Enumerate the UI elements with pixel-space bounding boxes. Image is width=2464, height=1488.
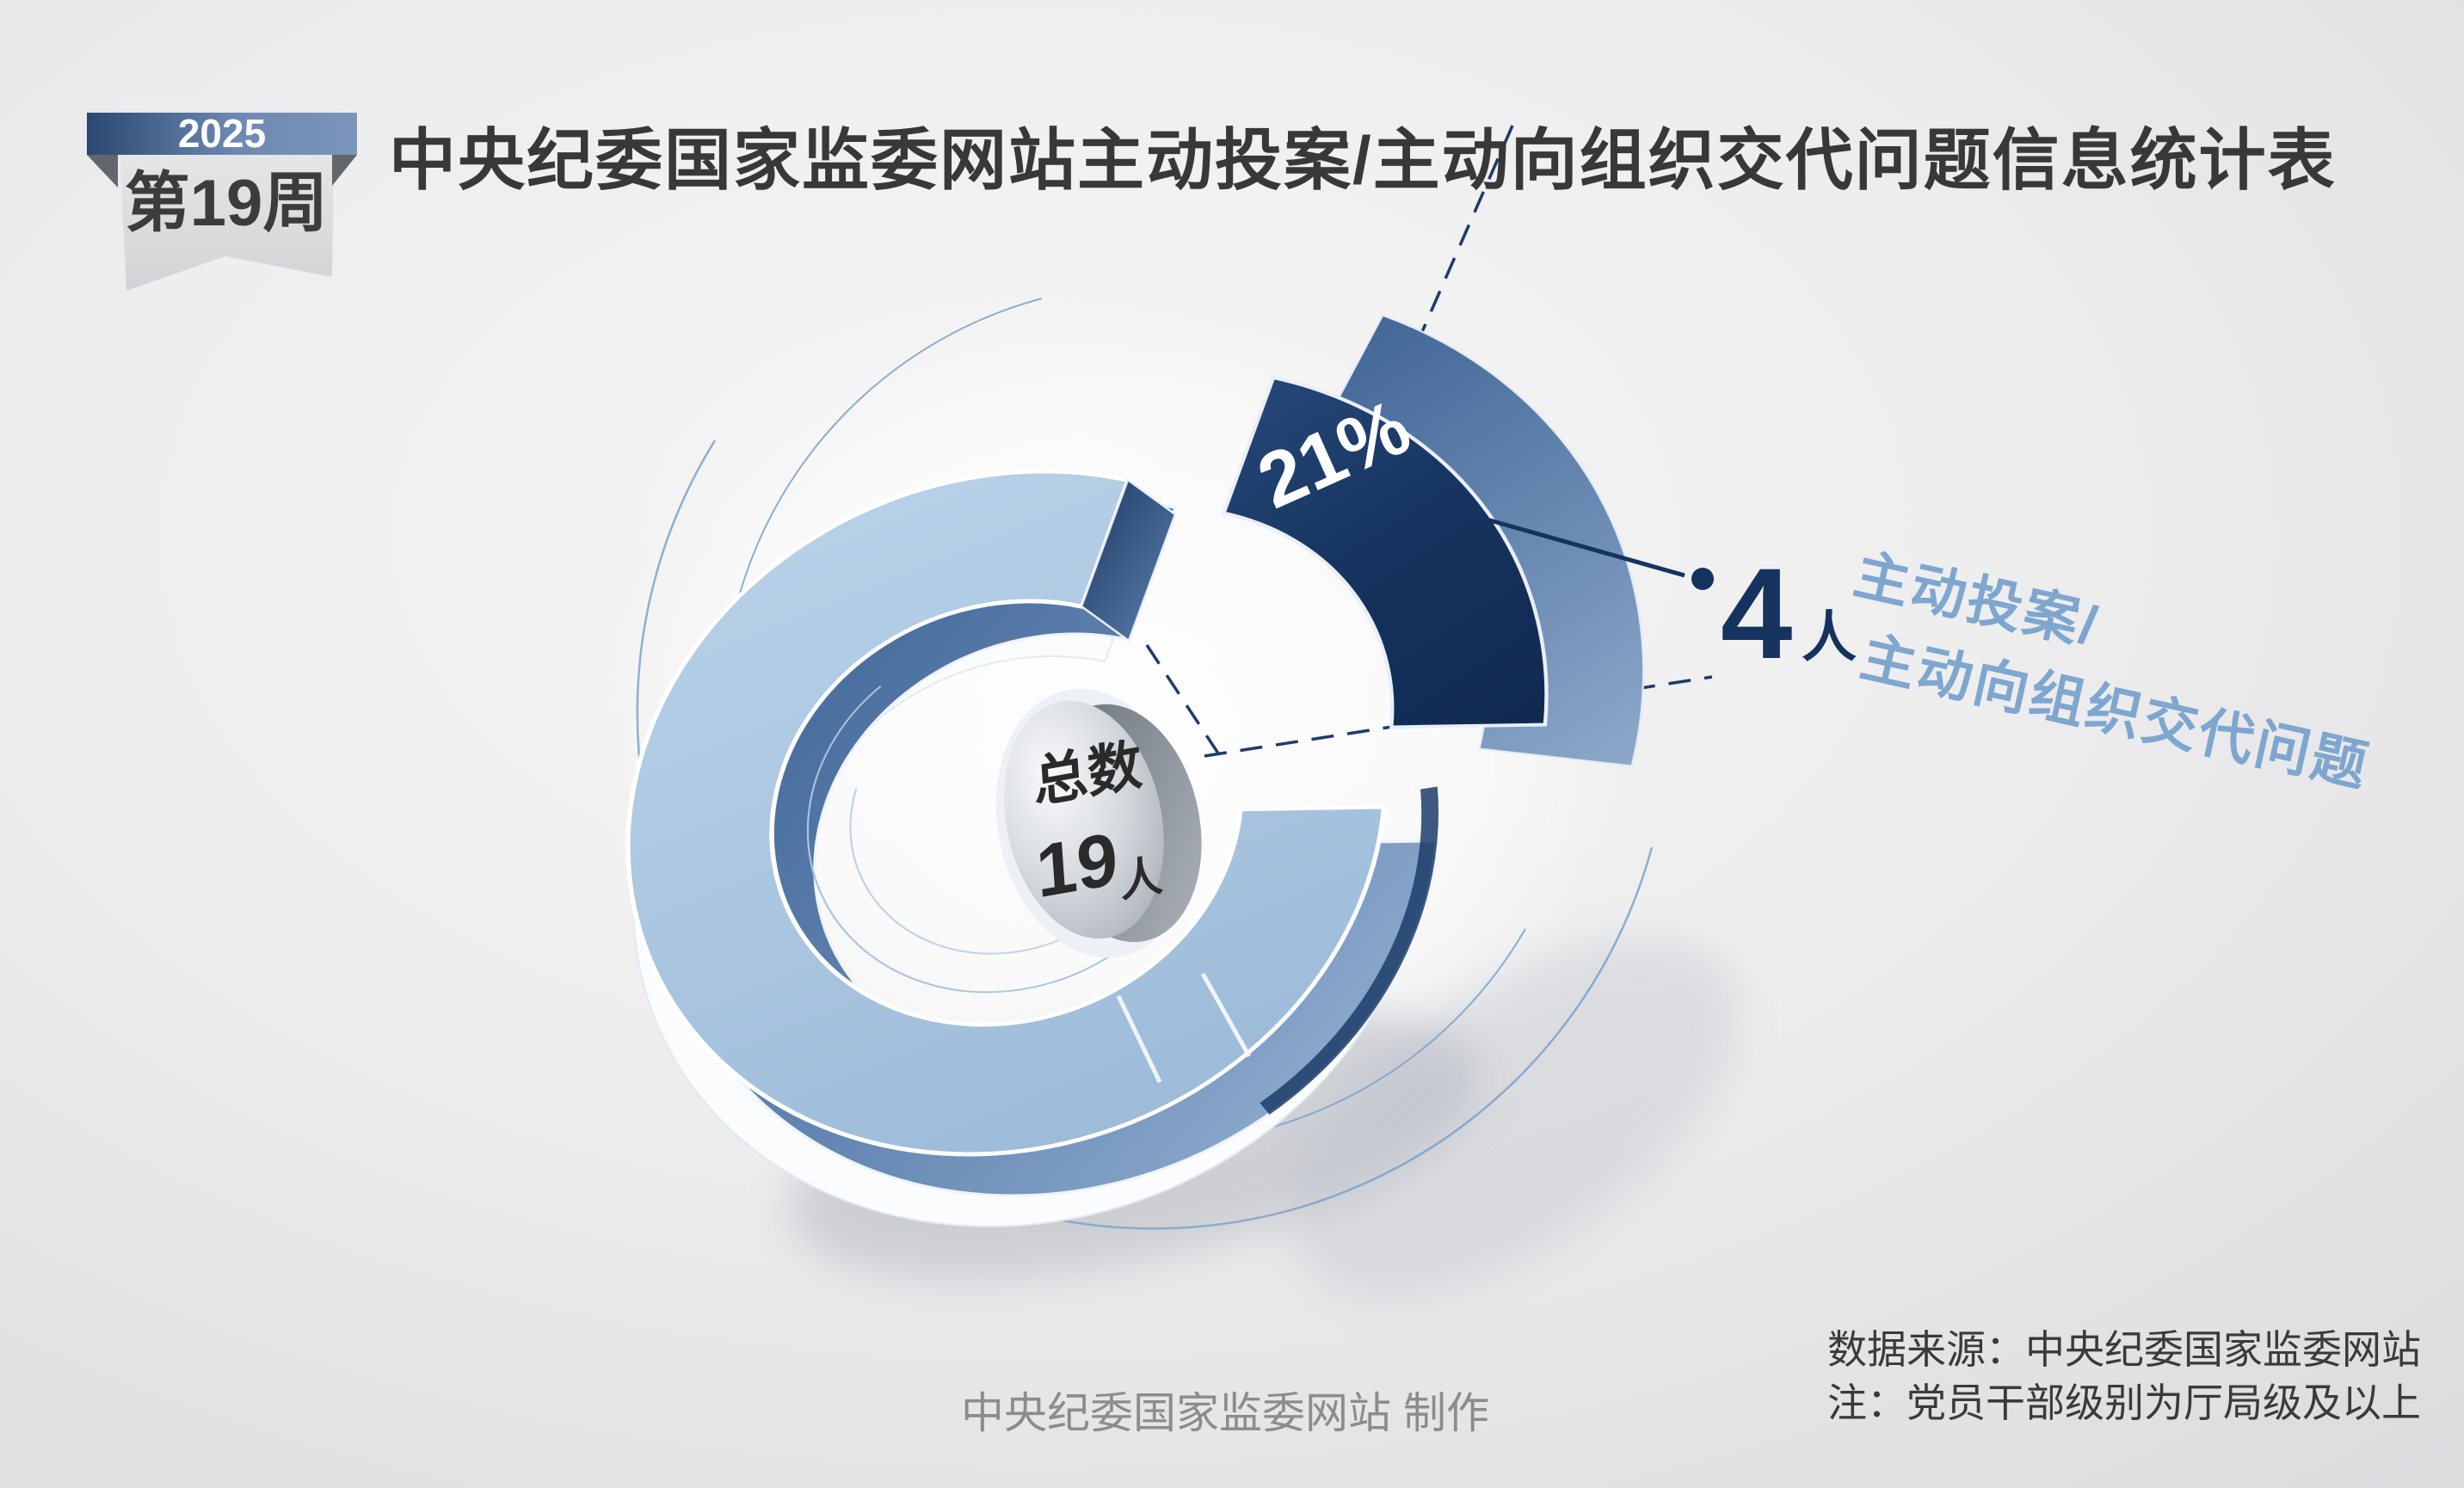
slice-21-percent <box>1221 375 1549 729</box>
badge-year: 2025 <box>178 111 266 156</box>
center-unit: 人 <box>1118 851 1164 907</box>
hole-arc-1 <box>806 685 1158 993</box>
inner-wall-dark-edge <box>1260 786 1439 1115</box>
footer-source-block: 数据来源：中央纪委国家监委网站 注：党员干部级别为厅局级及以上 <box>1827 1328 2421 1425</box>
inner-wall-dividers <box>1116 972 1252 1084</box>
donut-ring <box>625 469 1387 1157</box>
dashed-guide-center <box>1145 644 1227 765</box>
badge-band <box>87 113 357 155</box>
period-badge: 2025 第19周 <box>87 100 357 291</box>
callout-unit: 人 <box>1802 606 1857 668</box>
ring-cut-wedge <box>1080 478 1177 643</box>
footer-note: 注：党员干部级别为厅局级及以上 <box>1827 1381 2421 1425</box>
callout: 4 人 <box>1721 541 1857 686</box>
leader-line <box>1432 501 1685 578</box>
footer-source: 数据来源：中央纪委国家监委网站 <box>1827 1328 2421 1372</box>
badge-fold-right <box>332 155 357 186</box>
center-value: 19 <box>1033 817 1120 914</box>
badge-fold-left <box>87 155 118 188</box>
center-disc: 总数 19 人 <box>995 688 1202 958</box>
badge-week: 第19周 <box>125 167 329 240</box>
leader-dot <box>1691 568 1714 590</box>
center-disc-front <box>1004 700 1164 939</box>
hole-arc-2 <box>849 788 1084 955</box>
page-title: 中央纪委国家监委网站主动投案/主动向组织交代问题信息统计表 <box>389 122 2337 198</box>
footer-maker: 中央纪委国家监委网站 制作 <box>961 1389 1489 1437</box>
callout-value: 4 <box>1721 541 1792 686</box>
